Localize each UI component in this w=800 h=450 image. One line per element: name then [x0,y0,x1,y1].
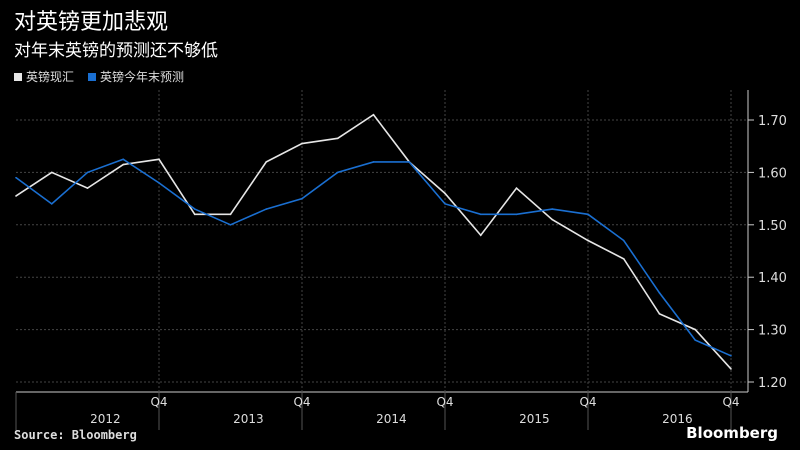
legend: 英镑现汇 英镑今年末预测 [14,68,184,85]
data-point [372,161,375,163]
data-point [193,208,196,210]
y-tick-label: 1.60 [758,166,787,181]
x-tick-label: Q4 [150,395,167,409]
source-note: Source: Bloomberg [14,428,137,442]
data-point [658,292,661,294]
year-label: 2014 [376,412,407,426]
series-line-1 [15,158,732,357]
data-point [229,213,232,216]
data-point [265,161,268,163]
year-label: 2016 [662,412,693,426]
data-point [301,197,303,200]
y-tick-label: 1.30 [758,324,787,339]
data-point [229,224,232,226]
data-point [730,368,732,370]
data-point [158,158,160,161]
data-point [694,339,697,341]
data-point [551,218,554,221]
legend-label: 英镑今年末预测 [100,70,185,84]
chart-title: 对英镑更加悲观 [14,10,169,35]
data-point [15,195,17,197]
data-point [622,239,625,242]
y-tick-label: 1.40 [758,271,787,286]
data-point [50,203,53,205]
data-point [444,203,446,205]
data-point [86,187,89,189]
year-label: 2015 [519,412,550,426]
x-tick-label: Q4 [722,395,739,409]
y-tick-label: 1.20 [758,376,787,391]
data-point [587,213,589,216]
data-point [515,213,518,216]
data-point [50,171,53,174]
data-point [730,355,732,357]
x-tick-label: Q4 [293,395,310,409]
data-point [336,171,339,174]
data-point [444,192,446,195]
data-point [15,176,17,179]
x-tick-label: Q4 [579,395,596,409]
data-point [122,158,125,161]
legend-item-spot: 英镑现汇 [14,68,74,85]
legend-item-forecast: 英镑今年末预测 [88,68,184,85]
data-point [551,208,554,210]
x-tick-label: Q4 [436,395,453,409]
chart-subtitle: 对年末英镑的预测还不够低 [14,41,218,61]
y-tick-label: 1.50 [758,219,787,234]
data-point [479,234,482,237]
data-point [694,328,697,331]
year-label: 2013 [233,412,264,426]
data-point [158,182,160,184]
bloomberg-logo: Bloomberg [686,424,778,442]
data-point [408,161,411,163]
data-point [336,137,339,140]
data-point [86,171,89,174]
data-point [587,239,589,242]
legend-label: 英镑现汇 [26,70,75,84]
y-tick-label: 1.70 [758,114,787,129]
data-point [265,208,268,210]
data-point [301,142,303,145]
data-point [622,258,625,260]
data-point [515,187,518,189]
data-point [658,313,661,315]
data-point [479,213,482,216]
year-label: 2012 [90,412,121,426]
data-point [372,113,375,116]
data-point [122,163,125,166]
data-point [193,213,196,216]
